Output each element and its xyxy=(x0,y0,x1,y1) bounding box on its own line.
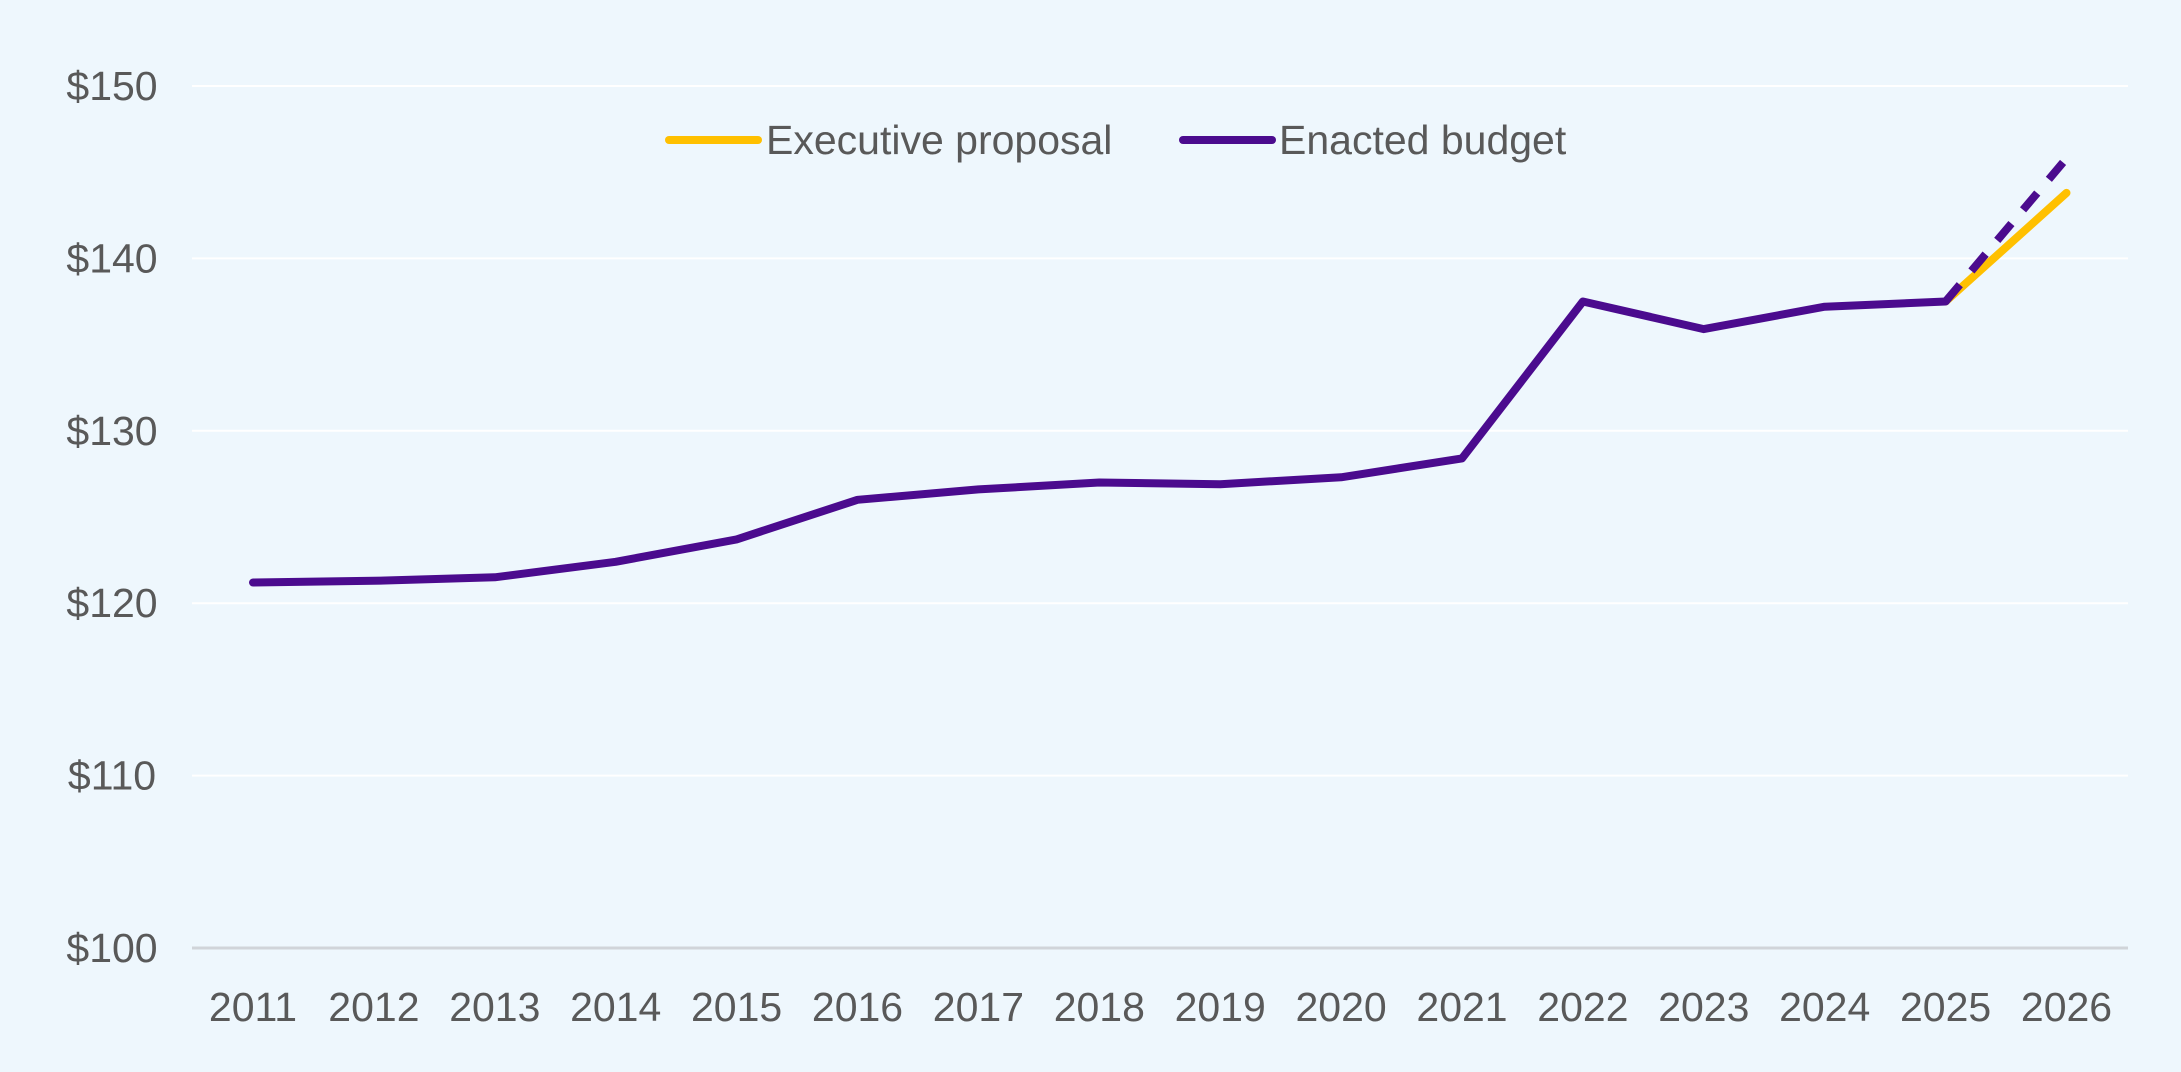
y-axis-tick-labels: $100 $110 $120 $130 $140 $150 xyxy=(66,63,157,971)
series-line-enacted-budget-projection xyxy=(1942,155,2070,305)
x-tick-label: 2013 xyxy=(449,984,540,1030)
gridlines xyxy=(192,85,2128,950)
y-tick-label: $110 xyxy=(68,753,156,799)
x-axis-tick-labels: 2011 2012 2013 2014 2015 2016 2017 2018 2019 2020… xyxy=(209,984,2112,1030)
y-tick-label: $120 xyxy=(66,580,157,626)
series-lines xyxy=(249,155,2071,587)
series-line-enacted-budget xyxy=(249,297,1950,587)
series-line-executive-proposal xyxy=(1941,188,2071,306)
y-tick-label: $100 xyxy=(66,925,157,971)
x-tick-label: 2014 xyxy=(570,984,661,1030)
x-tick-label: 2024 xyxy=(1779,984,1870,1030)
legend-label: Enacted budget xyxy=(1279,117,1567,163)
y-tick-label: $140 xyxy=(66,235,157,281)
x-tick-label: 2011 xyxy=(209,984,297,1030)
x-tick-label: 2015 xyxy=(691,984,782,1030)
legend: Executive proposal Enacted budget xyxy=(665,117,1567,163)
x-tick-label: 2025 xyxy=(1900,984,1991,1030)
legend-label: Executive proposal xyxy=(766,117,1112,163)
x-tick-label: 2026 xyxy=(2021,984,2112,1030)
x-tick-label: 2021 xyxy=(1416,984,1507,1030)
x-tick-label: 2012 xyxy=(328,984,419,1030)
x-tick-label: 2020 xyxy=(1295,984,1386,1030)
x-tick-label: 2018 xyxy=(1054,984,1145,1030)
x-tick-label: 2023 xyxy=(1658,984,1749,1030)
x-tick-label: 2022 xyxy=(1537,984,1628,1030)
x-tick-label: 2019 xyxy=(1175,984,1266,1030)
x-tick-label: 2016 xyxy=(812,984,903,1030)
y-tick-label: $150 xyxy=(66,63,157,109)
x-tick-label: 2017 xyxy=(933,984,1024,1030)
y-tick-label: $130 xyxy=(66,408,157,454)
